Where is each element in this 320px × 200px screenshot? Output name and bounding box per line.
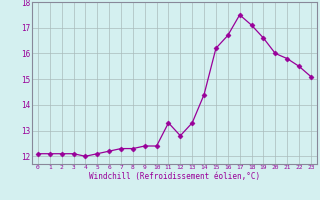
X-axis label: Windchill (Refroidissement éolien,°C): Windchill (Refroidissement éolien,°C) [89, 172, 260, 181]
